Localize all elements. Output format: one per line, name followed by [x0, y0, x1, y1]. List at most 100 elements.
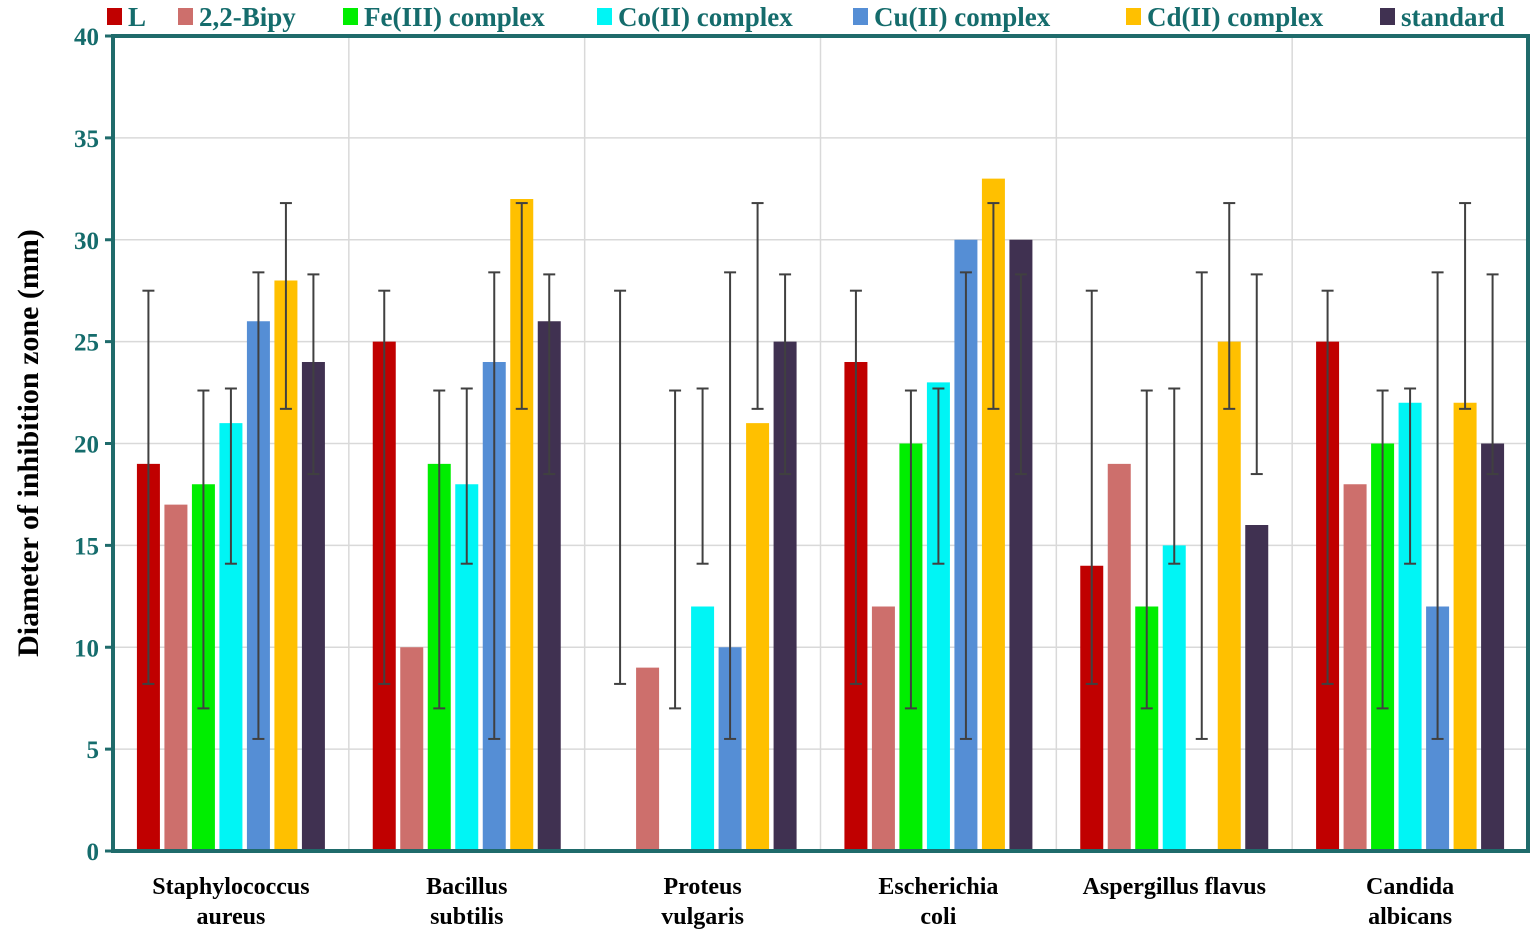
bar-co-ii-complex: [691, 606, 715, 851]
y-tick-label: 30: [74, 228, 99, 255]
bar-cd-ii-complex: [746, 423, 770, 851]
x-category-label: Aspergillus flavus: [1083, 874, 1266, 900]
error-bar: [1459, 202, 1472, 410]
legend-item: standard: [1380, 2, 1505, 32]
bar-co-ii-complex: [1398, 402, 1422, 851]
bar-cd-ii-complex: [981, 178, 1005, 851]
error-bar: [515, 202, 528, 410]
error-bar: [142, 289, 155, 685]
error-bar: [669, 389, 682, 710]
bar-2-2-bipy: [164, 504, 188, 851]
x-category-label: Staphylococcus aureus: [152, 874, 309, 930]
y-tick-label: 10: [74, 635, 99, 662]
y-tick-label: 40: [74, 24, 99, 51]
bar-standard: [773, 341, 797, 851]
error-bar: [1250, 273, 1263, 476]
bar-standard: [1009, 239, 1033, 851]
error-bar: [1014, 273, 1027, 476]
error-bar: [197, 389, 210, 710]
bar-2-2-bipy: [1343, 484, 1367, 851]
error-bar: [1431, 271, 1444, 740]
legend-item: 2,2-Bipy: [178, 2, 296, 32]
bar-standard: [1481, 443, 1505, 851]
bar-2-2-bipy: [400, 647, 424, 851]
error-bar: [987, 202, 1000, 410]
bar-2-2-bipy: [871, 606, 895, 851]
x-category-label: Bacillus subtilis: [426, 874, 507, 930]
error-bar: [1223, 202, 1236, 410]
error-bar: [696, 387, 709, 565]
x-axis-labels: Staphylococcus aureus Bacillus subtilis Prot…: [152, 874, 1454, 930]
legend: L 2,2-Bipy Fe(III) complex Co(II) complex Cu…: [107, 2, 1505, 32]
y-axis-ticks: 0 5 10 15 20 25 30 35 40: [74, 24, 113, 866]
legend-swatch: [1126, 8, 1141, 25]
bar-fe-iii-complex: [1135, 606, 1159, 851]
bar-cd-ii-complex: [274, 280, 298, 851]
error-bar: [1140, 389, 1153, 710]
legend-swatch: [1380, 8, 1395, 25]
error-bar: [488, 271, 501, 740]
error-bar: [1376, 389, 1389, 710]
error-bar: [460, 387, 473, 565]
bar-co-ii-complex: [455, 484, 479, 851]
error-bar: [1321, 289, 1334, 685]
legend-swatch: [178, 8, 193, 25]
error-bar: [1404, 387, 1417, 565]
error-bar: [1486, 273, 1499, 476]
error-bar: [904, 389, 917, 710]
error-bar: [252, 271, 265, 740]
error-bar: [1085, 289, 1098, 685]
y-tick-label: 35: [74, 126, 99, 153]
legend-item: Cd(II) complex: [1126, 2, 1324, 32]
bar-2-2-bipy: [1107, 463, 1131, 851]
legend-item: Cu(II) complex: [853, 2, 1051, 32]
legend-swatch: [107, 8, 122, 25]
error-bar: [307, 273, 320, 476]
bar-cd-ii-complex: [510, 199, 534, 851]
legend-label: 2,2-Bipy: [199, 2, 296, 32]
error-bar: [433, 389, 446, 710]
legend-label: L: [128, 2, 146, 32]
error-bar: [543, 273, 556, 476]
legend-label: Co(II) complex: [618, 2, 793, 32]
bar-co-ii-complex: [219, 423, 243, 851]
bar-l: [1080, 565, 1104, 851]
bar-2-2-bipy: [636, 667, 660, 851]
bar-standard: [301, 362, 325, 851]
y-tick-label: 15: [74, 533, 99, 560]
error-bar: [751, 202, 764, 410]
bar-standard: [537, 321, 561, 851]
y-tick-label: 25: [74, 330, 99, 357]
legend-item: Co(II) complex: [597, 2, 793, 32]
legend-label: standard: [1401, 2, 1505, 32]
error-bar: [614, 289, 627, 685]
bar-co-ii-complex: [926, 382, 950, 851]
x-category-label: Candida albicans: [1366, 874, 1454, 930]
y-tick-label: 20: [74, 432, 99, 459]
error-bar: [959, 271, 972, 740]
error-bar: [279, 202, 292, 410]
x-category-label: Escherichia coli: [878, 874, 998, 930]
legend-item: Fe(III) complex: [343, 2, 545, 32]
bar-cd-ii-complex: [1453, 402, 1477, 851]
error-bar: [378, 289, 391, 685]
error-bar: [224, 387, 237, 565]
legend-swatch: [853, 8, 868, 25]
bar-co-ii-complex: [1162, 545, 1186, 851]
bar-standard: [1245, 525, 1269, 851]
x-category-label: Proteus vulgaris: [661, 874, 744, 930]
legend-swatch: [343, 8, 358, 25]
error-bar: [1168, 387, 1181, 565]
y-tick-label: 0: [87, 839, 100, 866]
error-bar: [779, 273, 792, 476]
y-tick-label: 5: [87, 737, 100, 764]
error-bar: [1195, 271, 1208, 740]
bar-cu-ii-complex: [718, 647, 742, 851]
legend-label: Fe(III) complex: [364, 2, 545, 32]
error-bars: [142, 202, 1499, 740]
y-axis-label: Diameter of inhibition zone (mm): [12, 229, 45, 657]
legend-label: Cd(II) complex: [1147, 2, 1324, 32]
error-bar: [849, 289, 862, 685]
error-bar: [724, 271, 737, 740]
